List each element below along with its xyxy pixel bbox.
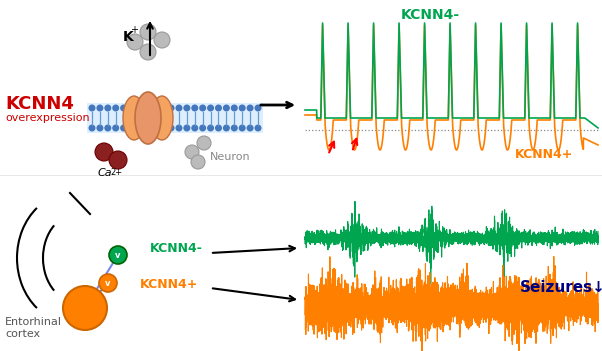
Circle shape xyxy=(104,125,111,132)
Circle shape xyxy=(128,105,135,112)
Circle shape xyxy=(184,105,190,112)
Circle shape xyxy=(160,125,167,132)
Circle shape xyxy=(120,105,127,112)
Text: Seizures↓: Seizures↓ xyxy=(520,280,602,296)
Circle shape xyxy=(199,125,206,132)
Circle shape xyxy=(160,105,167,112)
Circle shape xyxy=(144,105,151,112)
Circle shape xyxy=(140,44,156,60)
Text: KCNN4+: KCNN4+ xyxy=(515,148,573,161)
Circle shape xyxy=(95,143,113,161)
Circle shape xyxy=(191,155,205,169)
Ellipse shape xyxy=(123,96,145,140)
Circle shape xyxy=(191,105,198,112)
Circle shape xyxy=(152,125,159,132)
Circle shape xyxy=(96,105,104,112)
Circle shape xyxy=(112,105,119,112)
FancyBboxPatch shape xyxy=(87,103,263,133)
Circle shape xyxy=(104,105,111,112)
Circle shape xyxy=(197,136,211,150)
Circle shape xyxy=(215,125,222,132)
Circle shape xyxy=(199,105,206,112)
Circle shape xyxy=(109,246,127,264)
Circle shape xyxy=(152,105,159,112)
Circle shape xyxy=(96,125,104,132)
Circle shape xyxy=(88,125,96,132)
Circle shape xyxy=(231,105,238,112)
Circle shape xyxy=(120,125,127,132)
Circle shape xyxy=(231,125,238,132)
Ellipse shape xyxy=(151,96,173,140)
Circle shape xyxy=(223,105,230,112)
Circle shape xyxy=(223,125,230,132)
Circle shape xyxy=(184,125,190,132)
Text: Entorhinal
cortex: Entorhinal cortex xyxy=(5,317,62,339)
Text: KCNN4-: KCNN4- xyxy=(150,241,203,254)
Text: overexpression: overexpression xyxy=(5,113,90,123)
Circle shape xyxy=(191,125,198,132)
Circle shape xyxy=(88,105,96,112)
Circle shape xyxy=(185,145,199,159)
Text: v: v xyxy=(115,251,121,259)
Text: Neuron: Neuron xyxy=(210,152,250,162)
Circle shape xyxy=(175,125,182,132)
Circle shape xyxy=(247,105,253,112)
Circle shape xyxy=(136,105,143,112)
Circle shape xyxy=(255,125,261,132)
Text: KCNN4: KCNN4 xyxy=(5,95,74,113)
Text: 2+: 2+ xyxy=(110,168,122,177)
Circle shape xyxy=(175,105,182,112)
Text: +: + xyxy=(130,25,138,35)
Circle shape xyxy=(238,125,246,132)
Circle shape xyxy=(109,151,127,169)
Circle shape xyxy=(207,105,214,112)
Text: Ca: Ca xyxy=(98,168,113,178)
Circle shape xyxy=(255,105,261,112)
Circle shape xyxy=(167,105,175,112)
Circle shape xyxy=(247,125,253,132)
Circle shape xyxy=(136,125,143,132)
Circle shape xyxy=(154,32,170,48)
Circle shape xyxy=(167,125,175,132)
Circle shape xyxy=(140,24,156,40)
Text: KCNN4-: KCNN4- xyxy=(400,8,459,22)
Text: v: v xyxy=(105,278,111,287)
Circle shape xyxy=(144,125,151,132)
Circle shape xyxy=(207,125,214,132)
Circle shape xyxy=(128,125,135,132)
Text: KCNN4+: KCNN4+ xyxy=(140,278,199,291)
Text: K: K xyxy=(123,30,134,44)
Ellipse shape xyxy=(135,92,161,144)
Circle shape xyxy=(63,286,107,330)
Circle shape xyxy=(127,34,143,50)
Circle shape xyxy=(112,125,119,132)
Circle shape xyxy=(99,274,117,292)
Circle shape xyxy=(238,105,246,112)
Circle shape xyxy=(215,105,222,112)
